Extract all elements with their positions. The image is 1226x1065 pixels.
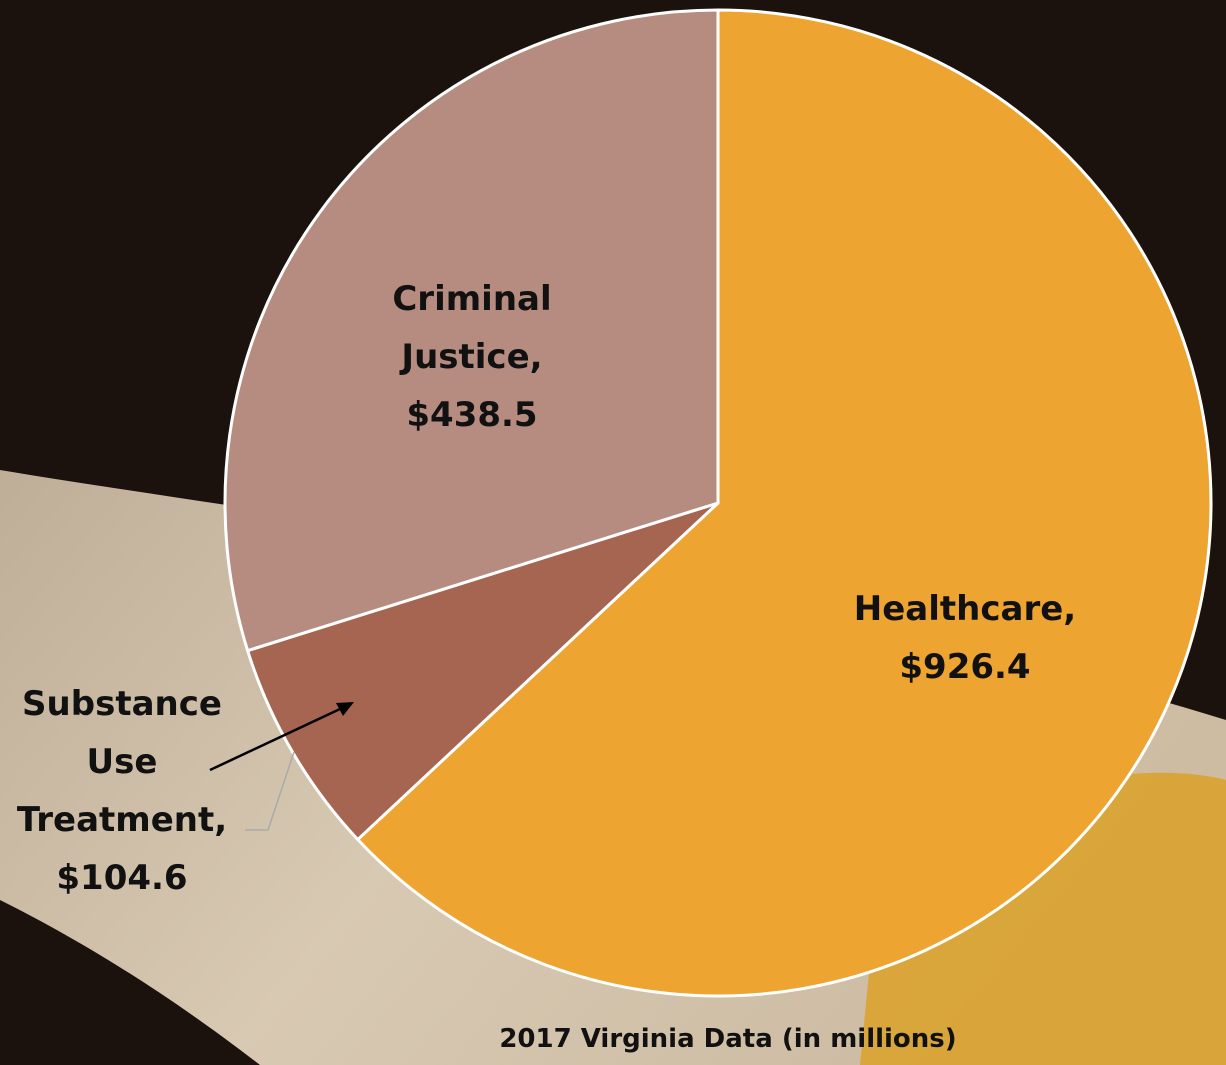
page: 2017 Virginia Data (in millions) (() => … — [0, 0, 1226, 1065]
value-label: $438.5 — [377, 386, 567, 444]
slice-label: Healthcare,$926.4 — [835, 580, 1095, 696]
value-label: $926.4 — [835, 638, 1095, 696]
value-label: $104.6 — [2, 849, 242, 907]
category-label: Substance Use Treatment, — [2, 675, 242, 849]
category-label: Criminal Justice, — [377, 270, 567, 386]
slice-label: Substance Use Treatment,$104.6 — [2, 675, 242, 907]
pie — [225, 10, 1211, 996]
chart-title: 2017 Virginia Data (in millions) — [499, 1024, 956, 1054]
slice-label: Criminal Justice,$438.5 — [377, 270, 567, 444]
category-label: Healthcare, — [835, 580, 1095, 638]
